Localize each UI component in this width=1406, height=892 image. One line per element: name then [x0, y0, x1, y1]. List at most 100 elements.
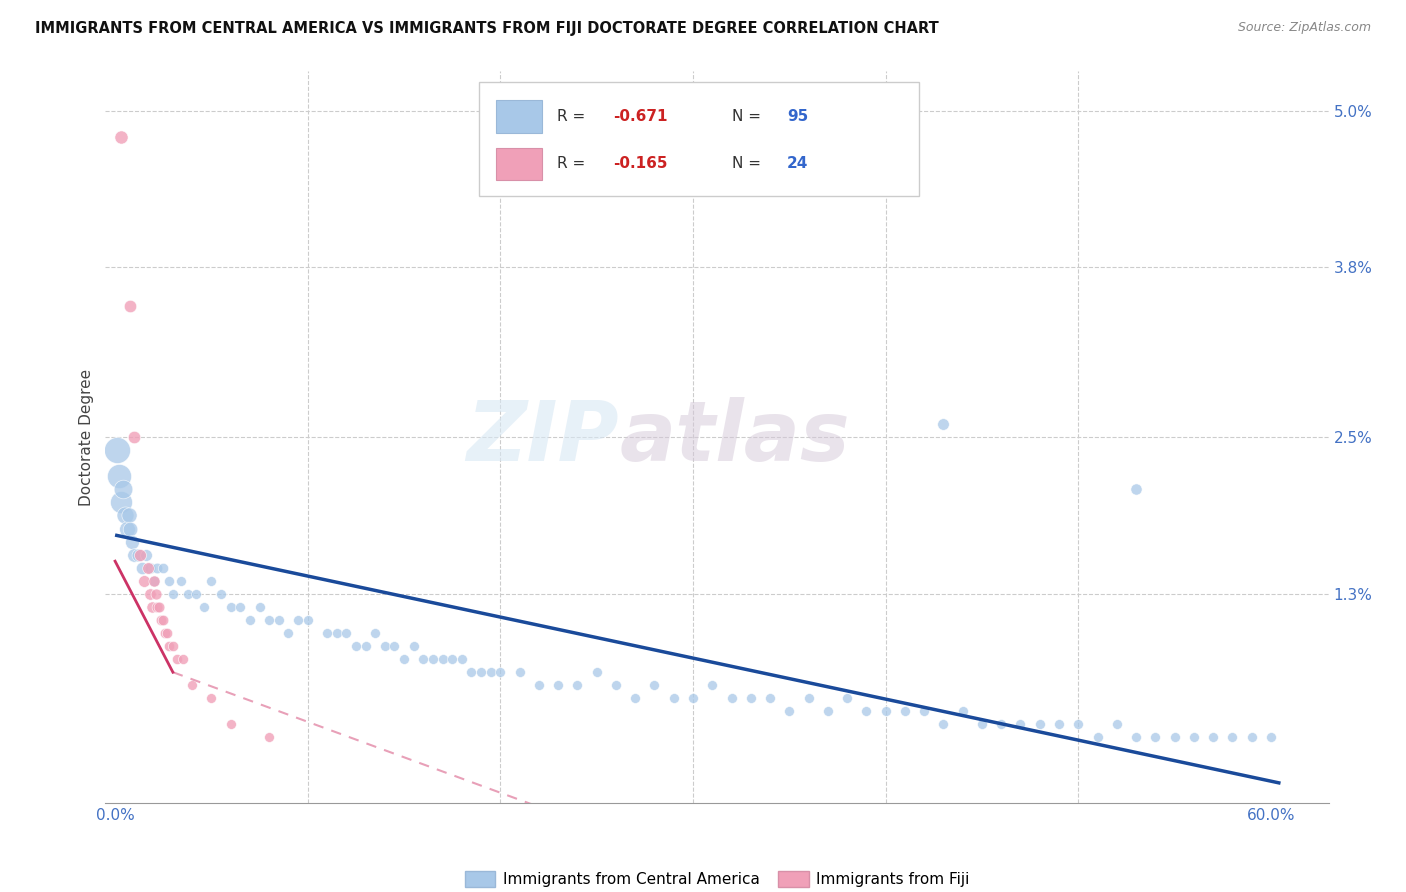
Point [624, 691, 647, 706]
Point [172, 652, 194, 666]
Point [124, 548, 146, 562]
Point [169, 574, 191, 588]
Point [384, 639, 406, 653]
Point [932, 417, 955, 431]
Point [209, 587, 232, 601]
Text: IMMIGRANTS FROM CENTRAL AMERICA VS IMMIGRANTS FROM FIJI DOCTORATE DEGREE CORRELA: IMMIGRANTS FROM CENTRAL AMERICA VS IMMIG… [35, 21, 939, 36]
Point [132, 574, 155, 588]
Point [547, 678, 569, 692]
Point [402, 639, 425, 653]
Point [527, 678, 550, 692]
Point [875, 705, 897, 719]
Point [1010, 717, 1032, 731]
Point [325, 626, 347, 640]
Point [152, 560, 174, 574]
Text: -0.165: -0.165 [613, 156, 668, 171]
Point [139, 560, 162, 574]
Point [585, 665, 607, 680]
Point [460, 665, 482, 680]
Point [267, 613, 290, 627]
Point [200, 574, 222, 588]
Point [257, 731, 280, 745]
Point [344, 639, 367, 653]
Point [912, 705, 935, 719]
Point [364, 626, 387, 640]
Point [778, 705, 800, 719]
Point [181, 678, 204, 692]
Point [193, 599, 215, 614]
Point [277, 626, 299, 640]
Point [153, 626, 176, 640]
Point [952, 705, 974, 719]
Point [135, 548, 157, 562]
Point [177, 587, 200, 601]
Point [1240, 731, 1263, 745]
Point [740, 691, 762, 706]
Point [354, 639, 377, 653]
Point [142, 574, 165, 588]
Point [146, 599, 169, 614]
Point [105, 443, 128, 458]
Text: N =: N = [731, 156, 766, 171]
Point [720, 691, 742, 706]
Point [249, 599, 271, 614]
Point [702, 678, 724, 692]
Point [120, 300, 142, 314]
Point [335, 626, 357, 640]
Point [257, 613, 280, 627]
Point [1087, 731, 1109, 745]
Point [184, 587, 207, 601]
Point [479, 665, 502, 680]
Point [297, 613, 319, 627]
Point [894, 705, 917, 719]
Point [156, 626, 179, 640]
Point [392, 652, 415, 666]
Point [316, 626, 339, 640]
Point [110, 495, 132, 509]
Point [682, 691, 704, 706]
Text: Source: ZipAtlas.com: Source: ZipAtlas.com [1237, 21, 1371, 34]
Point [121, 534, 143, 549]
Point [1105, 717, 1128, 731]
Text: 95: 95 [787, 109, 808, 124]
Point [120, 521, 142, 535]
Point [1260, 731, 1282, 745]
Point [1220, 731, 1243, 745]
Legend: Immigrants from Central America, Immigrants from Fiji: Immigrants from Central America, Immigra… [458, 865, 976, 892]
Point [759, 691, 782, 706]
Point [110, 129, 132, 144]
Point [115, 521, 138, 535]
Point [162, 587, 184, 601]
Point [219, 599, 242, 614]
Point [142, 574, 165, 588]
Point [1125, 731, 1147, 745]
Point [470, 665, 492, 680]
Point [152, 613, 174, 627]
Point [124, 430, 146, 444]
Point [111, 483, 134, 497]
Point [970, 717, 993, 731]
Text: atlas: atlas [619, 397, 849, 477]
Point [127, 548, 149, 562]
Point [139, 587, 162, 601]
Point [855, 705, 877, 719]
Point [374, 639, 396, 653]
Point [229, 599, 252, 614]
Point [1028, 717, 1050, 731]
FancyBboxPatch shape [478, 82, 920, 195]
Point [662, 691, 685, 706]
Point [1182, 731, 1205, 745]
Point [146, 560, 169, 574]
Point [432, 652, 454, 666]
Point [239, 613, 262, 627]
Point [136, 560, 159, 574]
Point [509, 665, 531, 680]
Point [219, 717, 242, 731]
Point [157, 639, 180, 653]
Point [150, 613, 173, 627]
Point [1047, 717, 1070, 731]
Point [141, 599, 163, 614]
Point [162, 639, 184, 653]
Point [932, 717, 955, 731]
FancyBboxPatch shape [496, 100, 543, 133]
